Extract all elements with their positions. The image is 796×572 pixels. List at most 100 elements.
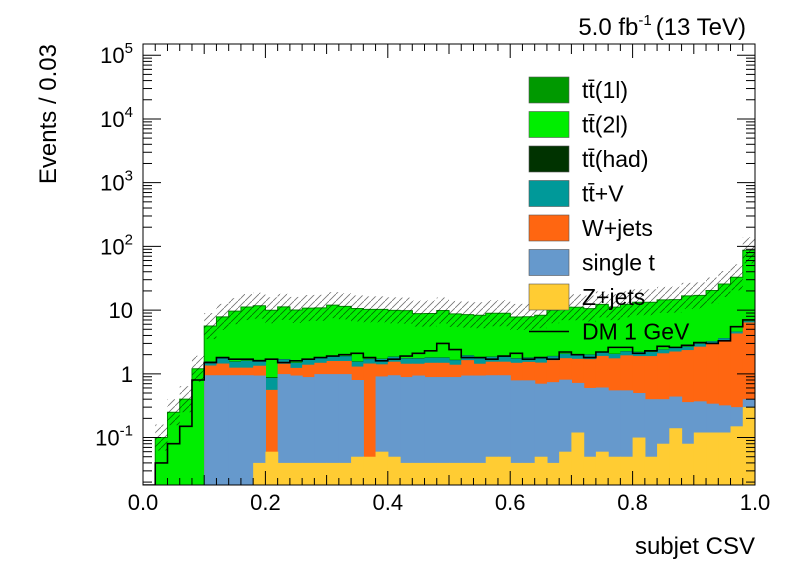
legend-swatch-tt-v [528,180,570,207]
unc-bin-8 [240,294,254,321]
legend-swatch-tt-1l [528,76,570,104]
y-tick-label: 102 [100,231,133,259]
unc-bin-39 [620,291,633,318]
legend-swatch-tt-2l [528,111,570,138]
unc-bin-16 [338,293,352,320]
bar-single-t-11 [277,374,291,485]
bar-z-jets-41 [644,456,658,485]
bar-z-jets-26 [461,462,475,485]
bar-z-jets-16 [338,462,352,485]
unc-bin-40 [632,289,645,316]
bar-single-t-8 [240,375,254,485]
unc-bin-1 [155,424,168,451]
unc-bin-38 [608,294,621,321]
unc-bin-20 [387,297,401,324]
legend-swatch-tt-had [528,145,570,173]
unc-bin-12 [289,296,303,323]
legend-swatch-w-jets [528,214,570,242]
legend-swatch-single-t [528,249,570,276]
x-tick-label: 0.0 [128,490,159,515]
unc-bin-15 [326,292,339,319]
unc-bin-26 [461,301,474,328]
bar-z-jets-19 [375,451,389,485]
bar-single-t-14 [314,374,328,485]
bar-z-jets-44 [681,443,695,485]
stacked-bars [143,249,755,485]
x-tick-label: 0.2 [250,490,281,515]
legend-label-w-jets: W+jets [582,215,653,241]
y-tick-label: 103 [100,168,133,196]
unc-bin-44 [681,282,694,309]
bar-z-jets-38 [608,456,621,485]
unc-bin-18 [363,296,376,323]
bar-single-t-30 [510,380,524,485]
unc-bin-43 [669,286,682,313]
signal-histogram [143,319,755,485]
unc-bin-14 [314,294,327,321]
legend-label-dm-1-gev: DM 1 GeV [582,319,690,345]
bar-z-jets-45 [693,432,707,485]
bar-z-jets-32 [534,456,548,485]
bar-z-jets-35 [571,432,585,485]
bar-single-t-24 [436,377,450,485]
x-tick-label: 0.6 [495,490,526,515]
bar-z-jets-22 [412,462,426,485]
bar-single-t-7 [228,375,242,485]
y-tick-label: 1 [121,362,133,387]
unc-bin-28 [485,300,498,327]
unc-bin-11 [277,293,290,320]
legend-label-tt-v: tt̄+V [582,181,624,207]
bar-z-jets-9 [253,462,266,485]
unc-bin-19 [375,296,388,323]
bar-single-t-23 [424,377,438,485]
uncertainty-band [155,237,755,451]
x-axis-label: subjet CSV [635,533,755,560]
unc-bin-37 [595,291,609,318]
bar-z-jets-42 [657,443,670,485]
lumi-label: 5.0 fb-1 (13 TeV) [578,12,746,41]
bar-single-t-16 [338,374,352,485]
bar-z-jets-43 [669,428,683,485]
bar-z-jets-39 [620,456,634,485]
bar-w-jets-18 [363,363,377,485]
y-tick-label: 10-1 [95,423,133,451]
legend-label-single-t: single t [582,250,655,276]
unc-bin-21 [400,297,413,324]
unc-bin-3 [179,386,192,413]
bar-z-jets-15 [326,462,340,485]
unc-bin-22 [412,300,425,327]
bar-z-jets-14 [314,462,328,485]
legend-label-tt-had: tt̄(had) [582,146,648,172]
bar-z-jets-21 [400,462,413,485]
bar-z-jets-27 [473,462,487,485]
x-tick-label: 0.8 [617,490,648,515]
unc-bin-17 [351,295,364,322]
bar-single-t-33 [546,382,560,485]
unc-bin-45 [693,282,707,309]
bar-z-jets-17 [351,456,364,485]
unc-bin-24 [436,297,449,324]
unc-bin-6 [216,303,229,330]
legend: tt̄(1l) tt̄(2l) tt̄(had) tt̄+V W+jets single … [528,76,690,345]
bar-z-jets-10 [265,451,279,485]
bar-single-t-31 [522,380,536,485]
x-axis-ticks: 0.0 0.2 0.4 0.6 0.8 1.0 [128,44,770,515]
bar-z-jets-47 [718,432,732,485]
bar-z-jets-48 [730,426,744,485]
x-tick-label: 0.4 [373,490,404,515]
bar-single-t-15 [326,374,340,485]
unc-bin-29 [497,300,511,327]
bar-single-t-13 [302,377,315,485]
signal-line [143,319,755,485]
unc-bin-13 [302,295,315,322]
bar-z-jets-30 [510,462,524,485]
unc-bin-41 [644,289,658,316]
y-axis-label: Events / 0.03 [35,44,62,184]
bar-single-t-6 [216,375,230,485]
bar-single-t-26 [461,375,475,485]
bar-single-t-25 [449,377,462,485]
unc-bin-36 [583,295,596,322]
bar-single-t-22 [412,375,426,485]
